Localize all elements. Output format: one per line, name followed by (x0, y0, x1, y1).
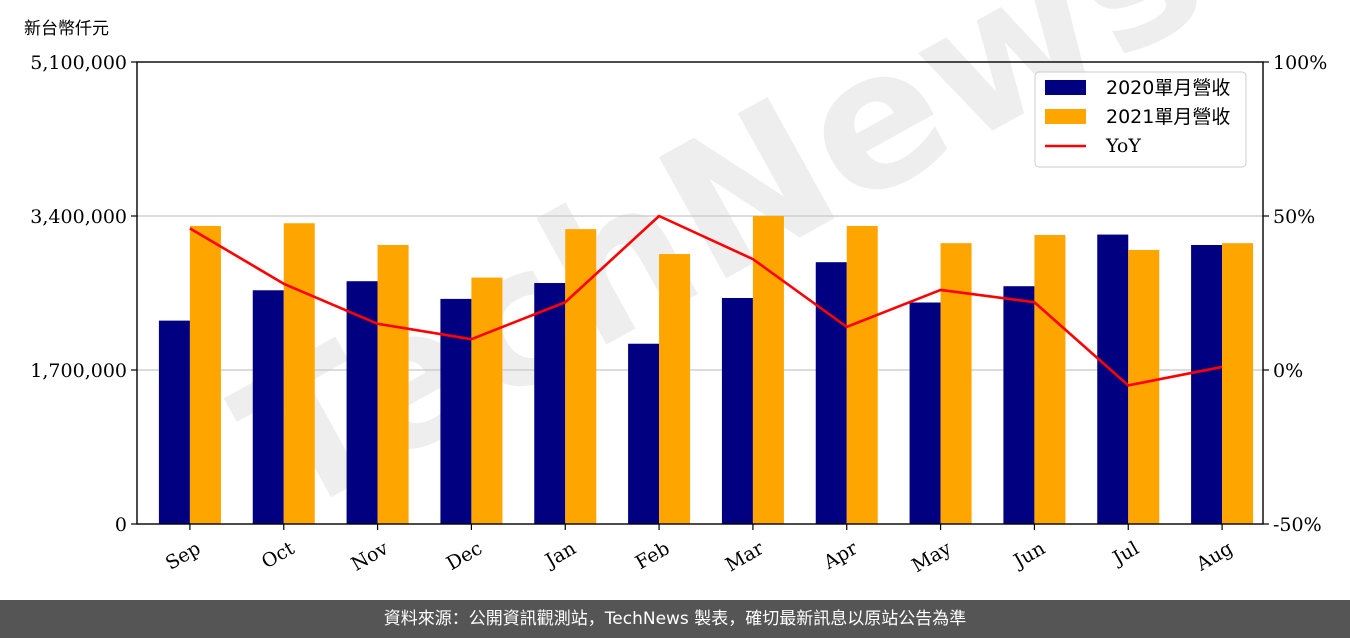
bar-2021-oct (283, 223, 315, 524)
legend-swatch-1 (1045, 109, 1086, 124)
bar-2021-nov (377, 244, 409, 525)
bar-2020-mar (721, 297, 753, 524)
y2-tick-label: 50% (1273, 206, 1315, 228)
x-tick-label: Mar (722, 537, 768, 576)
bar-2021-jul (1128, 249, 1160, 524)
revenue-chart: TechNews 01,700,0003,400,0005,100,000-50… (30, 0, 1327, 577)
bar-2021-aug (1222, 243, 1254, 525)
y-tick-label: 0 (115, 514, 127, 536)
plot-frame (136, 61, 1264, 525)
x-tick-label: May (908, 537, 955, 577)
x-tick-label: Jul (1108, 537, 1143, 570)
x-tick-label: Jan (540, 537, 580, 573)
legend-box (1034, 71, 1247, 168)
legend-label-0: 2020單月營收 (1106, 77, 1230, 99)
bar-2021-feb (659, 254, 691, 524)
x-tick-label: Apr (819, 537, 862, 574)
x-tick-label: Dec (443, 537, 486, 575)
x-tick-label: Aug (1192, 537, 1237, 576)
x-tick-label: Feb (632, 537, 674, 574)
bar-2020-aug (1191, 244, 1223, 525)
legend-label-1: 2021單月營收 (1106, 106, 1230, 128)
legend: 2020單月營收 2021單月營收 YoY (1034, 71, 1247, 168)
y2-tick-label: -50% (1273, 514, 1322, 536)
bar-2020-oct (252, 290, 284, 524)
x-tick-label: Nov (347, 537, 392, 576)
legend-label-yoy: YoY (1105, 135, 1141, 157)
bar-2020-jan (534, 283, 566, 524)
bar-2021-mar (752, 216, 784, 524)
bar-2020-apr (815, 262, 847, 524)
bar-2021-jan (565, 229, 597, 524)
yoy-line (189, 214, 1223, 387)
legend-swatch-0 (1045, 80, 1086, 95)
bar-2020-dec (440, 298, 472, 524)
bar-2021-dec (471, 277, 503, 524)
bar-2020-may (909, 302, 941, 524)
bar-2020-jun (1003, 286, 1035, 524)
source-footer: 資料來源：公開資訊觀測站，TechNews 製表，確切最新訊息以原站公告為準 (0, 600, 1350, 638)
y-tick-label: 5,100,000 (30, 52, 127, 74)
bar-2020-feb (628, 343, 660, 524)
bar-2021-apr (846, 225, 878, 524)
bar-2020-jul (1097, 234, 1129, 524)
grid-lines (137, 215, 1263, 371)
x-tick-label: Jun (1008, 537, 1049, 573)
y2-tick-label: 100% (1273, 52, 1327, 74)
yoy-line-layer (189, 214, 1223, 387)
y-tick-label: 3,400,000 (30, 206, 127, 228)
bar-2021-may (940, 243, 972, 525)
x-tick-label: Oct (258, 537, 299, 573)
bar-2020-sep (158, 320, 190, 524)
x-tick-label: Sep (162, 537, 205, 574)
y-tick-label: 1,700,000 (30, 360, 127, 382)
bar-2021-jun (1034, 235, 1066, 524)
y-axis-unit-label: 新台幣仟元 (24, 19, 109, 39)
y2-tick-label: 0% (1273, 360, 1303, 382)
bars (158, 216, 1254, 525)
bar-2021-sep (189, 225, 221, 524)
